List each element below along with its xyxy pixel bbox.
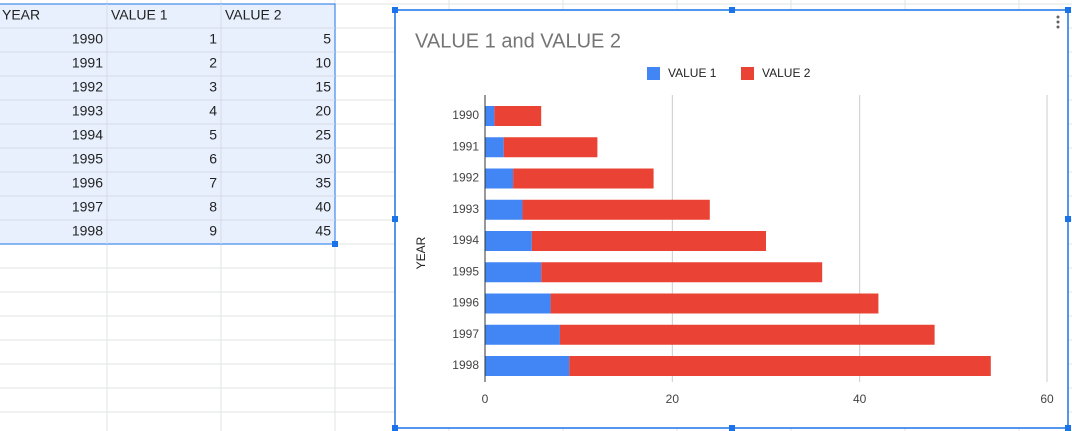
cell: 8 [209, 199, 217, 215]
cell: 1994 [72, 127, 103, 143]
y-tick-label: 1993 [452, 202, 479, 216]
y-tick-label: 1990 [452, 108, 479, 122]
selection-handles[interactable] [392, 7, 1071, 431]
y-tick-label: 1994 [452, 233, 479, 247]
y-tick-label: 1991 [452, 139, 479, 153]
x-tick-label: 0 [482, 392, 489, 406]
x-tick-label: 20 [666, 392, 680, 406]
cell: 1990 [72, 31, 103, 47]
cell: 1997 [72, 199, 103, 215]
bar-segment [485, 106, 495, 126]
bar-segment [559, 324, 935, 345]
header-cell: VALUE 2 [225, 7, 282, 23]
y-axis-title: YEAR [414, 236, 428, 269]
bar-segment [485, 356, 570, 376]
cell: 1991 [72, 55, 103, 71]
bar-segment [485, 293, 551, 314]
fill-handle [332, 241, 338, 247]
header-cell: YEAR [2, 7, 40, 23]
cell: 1995 [72, 151, 103, 167]
bar-segment [485, 168, 514, 189]
y-tick-label: 1992 [452, 171, 479, 185]
legend-swatch [741, 67, 754, 80]
cell: 5 [209, 127, 217, 143]
cell: 35 [315, 175, 331, 191]
plot-area: 0 20 40 60 VALUE 1 VALUE 2 1990 1991 1992 1993 199… [452, 66, 1054, 406]
cell: 1992 [72, 79, 103, 95]
cell: 1 [209, 31, 217, 47]
bar-segment [494, 106, 542, 126]
chart-title: VALUE 1 and VALUE 2 [415, 30, 621, 52]
cell: 3 [209, 79, 217, 95]
bar-segment [541, 262, 823, 283]
cell: 9 [209, 223, 217, 239]
legend-label: VALUE 1 [668, 66, 717, 80]
bar-segment [513, 168, 654, 189]
cell: 45 [315, 223, 331, 239]
cell: 25 [315, 127, 331, 143]
cell: 7 [209, 175, 217, 191]
cell: 6 [209, 151, 217, 167]
chart-menu[interactable] [1056, 15, 1060, 29]
bar-segment [503, 137, 598, 158]
bar-segment [531, 231, 766, 251]
cell: 30 [315, 151, 331, 167]
cell: 2 [209, 55, 217, 71]
y-tick-label: 1995 [452, 264, 479, 278]
cell: 1996 [72, 175, 103, 191]
bar-segment [485, 262, 542, 283]
bar-segment [485, 324, 560, 345]
x-tick-label: 60 [1040, 392, 1054, 406]
bar-segment [550, 293, 879, 314]
cell: 10 [315, 55, 331, 71]
cell: 40 [315, 199, 331, 215]
cell: 4 [209, 103, 217, 119]
bar-segment [485, 231, 532, 251]
chart[interactable]: VALUE 1 and VALUE 2 YEAR 0 20 40 60 VALUE 1 V… [392, 7, 1071, 431]
cell: 1993 [72, 103, 103, 119]
legend-swatch [647, 67, 660, 80]
y-tick-label: 1998 [452, 358, 479, 372]
cell: 20 [315, 103, 331, 119]
bar-segment [485, 199, 523, 220]
bar-segment [522, 199, 710, 220]
cell: 1998 [72, 223, 103, 239]
y-tick-label: 1996 [452, 296, 479, 310]
bar-segment [569, 356, 991, 376]
x-tick-label: 40 [853, 392, 867, 406]
legend-label: VALUE 2 [762, 66, 811, 80]
y-tick-label: 1997 [452, 327, 479, 341]
cell: 15 [315, 79, 331, 95]
header-cell: VALUE 1 [111, 7, 168, 23]
bar-segment [485, 137, 504, 158]
cell: 5 [323, 31, 331, 47]
